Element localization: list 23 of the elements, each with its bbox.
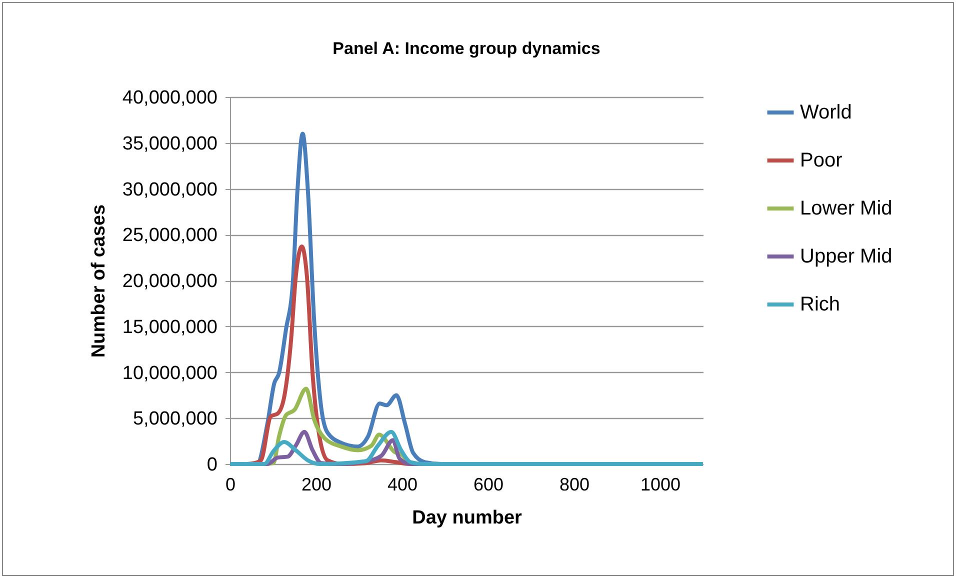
y-tick-label: 40,000,000 — [122, 88, 218, 108]
x-tick-label: 600 — [473, 474, 504, 494]
y-tick-label: 10,000,000 — [122, 362, 218, 384]
legend-label: World — [800, 102, 852, 124]
x-tick-label: 1000 — [640, 474, 681, 494]
y-tick-label: 25,000,000 — [122, 225, 218, 246]
y-tick-label: 0 — [206, 454, 218, 476]
legend-label: Lower Mid — [800, 198, 892, 220]
x-tick-label: 0 — [225, 474, 236, 494]
y-tick-label: 5,000,000 — [132, 408, 218, 430]
x-axis-title: Day number — [412, 508, 523, 528]
chart-title: Panel A: Income group dynamics — [332, 39, 600, 58]
y-tick-label: 20,000,000 — [122, 271, 218, 292]
y-tick-label: 15,000,000 — [122, 316, 218, 338]
y-tick-label: 30,000,000 — [122, 179, 218, 200]
legend-label: Poor — [800, 150, 843, 172]
x-tick-label: 800 — [559, 474, 590, 494]
legend-label: Upper Mid — [800, 246, 892, 268]
y-axis-title: Number of cases — [88, 204, 110, 358]
x-tick-label: 400 — [387, 474, 418, 494]
legend-label: Rich — [800, 294, 840, 316]
x-tick-label: 200 — [301, 474, 332, 494]
y-tick-label: 35,000,000 — [122, 133, 218, 154]
